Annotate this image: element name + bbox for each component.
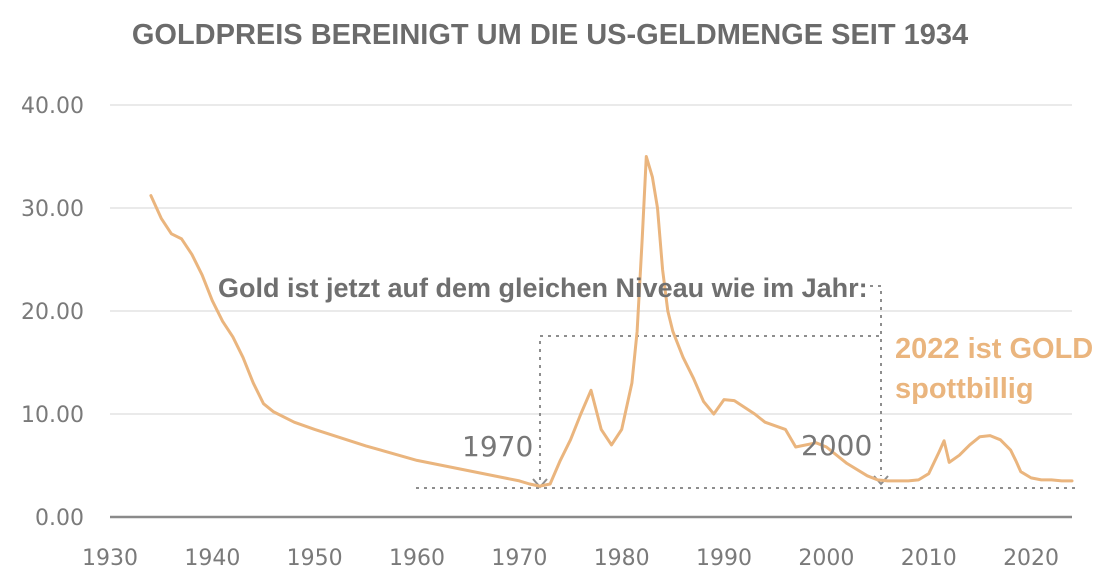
x-tick-label: 1950 — [287, 546, 343, 571]
x-tick-label: 2000 — [798, 546, 854, 571]
guide-2000-dotted — [862, 285, 882, 476]
x-tick-label: 1960 — [389, 546, 445, 571]
y-tick-label: 10.00 — [21, 403, 84, 428]
annotation-year-2000: 2000 — [801, 429, 872, 462]
x-tick-label: 1980 — [594, 546, 650, 571]
y-tick-label: 30.00 — [21, 197, 84, 222]
x-tick-label: 2010 — [901, 546, 957, 571]
x-tick-label: 1930 — [82, 546, 138, 571]
chart-title: GOLDPREIS BEREINIGT UM DIE US-GELDMENGE … — [132, 19, 968, 51]
annotation-headline: Gold ist jetzt auf dem gleichen Niveau w… — [218, 273, 868, 303]
x-tick-label: 2020 — [1003, 546, 1059, 571]
x-tick-label: 1970 — [491, 546, 547, 571]
annotation-year-1970: 1970 — [462, 430, 533, 463]
y-tick-label: 0.00 — [35, 506, 84, 531]
guide-1970-dotted — [539, 335, 880, 480]
annotation-promo-line-1: 2022 ist GOLD — [895, 333, 1093, 365]
annotation-promo-line-2: spottbillig — [895, 373, 1034, 405]
y-axis-ticks: 0.00 10.00 20.00 30.00 40.00 — [21, 94, 84, 531]
grid-lines — [110, 104, 1072, 415]
y-tick-label: 40.00 — [21, 94, 84, 119]
x-tick-label: 1940 — [184, 546, 240, 571]
y-tick-label: 20.00 — [21, 300, 84, 325]
x-axis-ticks: 1930 1940 1950 1960 1970 1980 1990 2000 2010 2020 — [82, 546, 1059, 571]
x-tick-label: 1990 — [696, 546, 752, 571]
gold-price-series-line — [149, 155, 1074, 488]
